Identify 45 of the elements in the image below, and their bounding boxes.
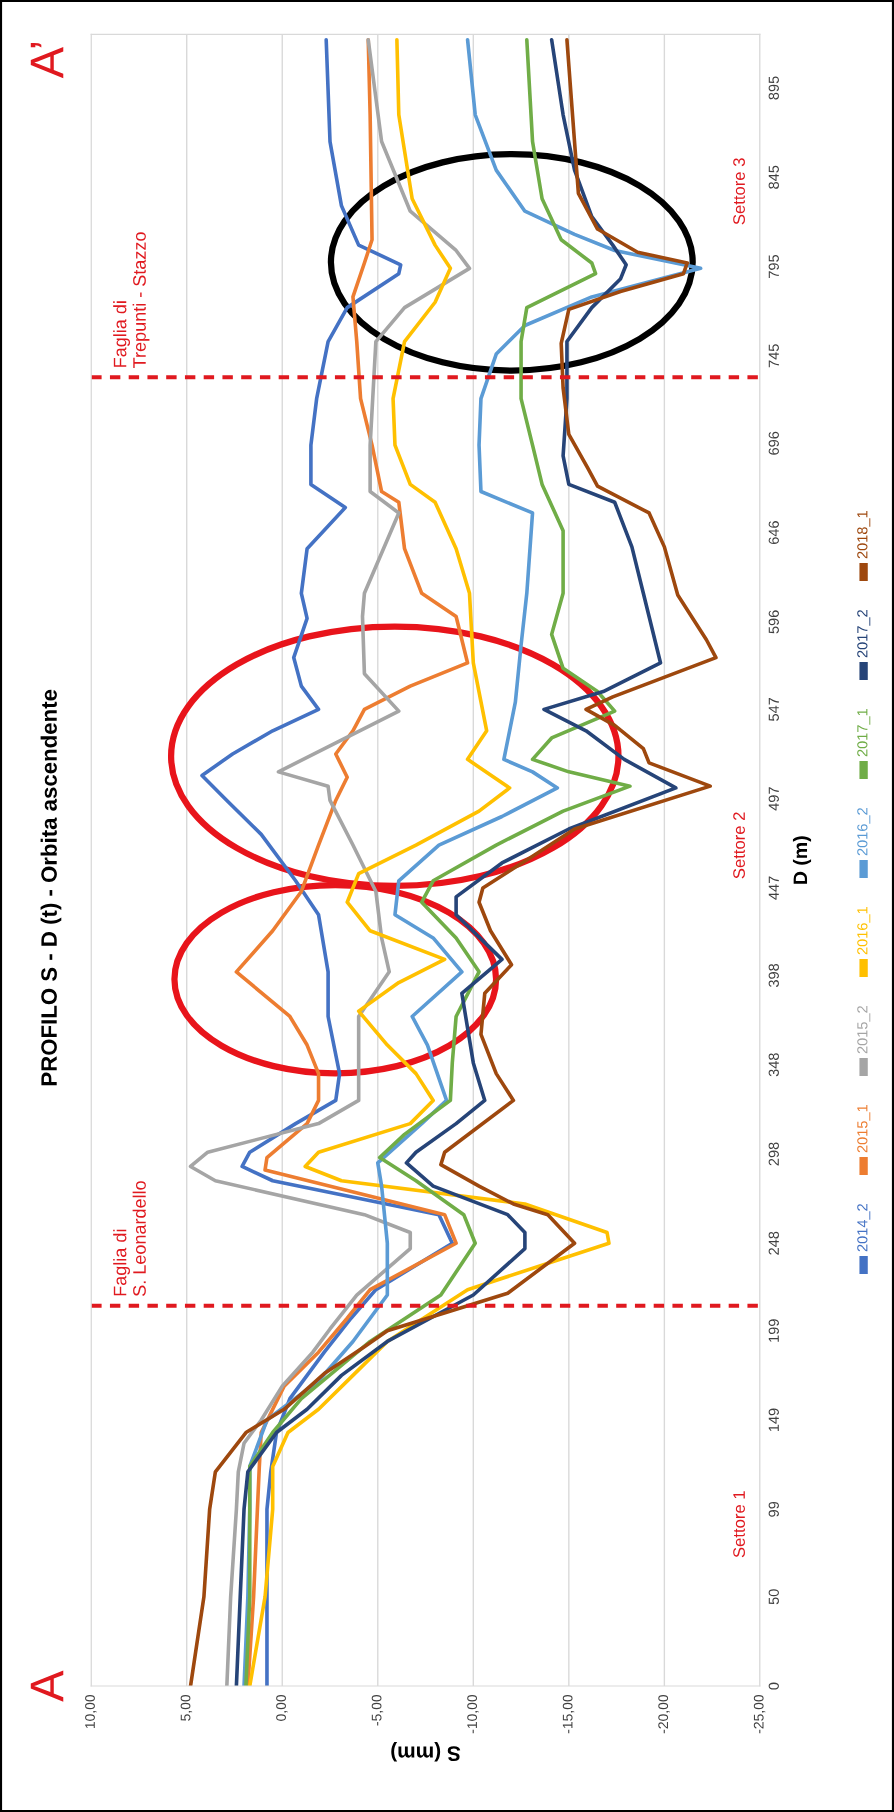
y-tick-label: 745 (768, 344, 779, 368)
y-tick-label: 199 (768, 1319, 779, 1342)
text: 2015_2 (857, 1006, 871, 1054)
annotation: Settore 3 (733, 158, 745, 225)
annotation: Settore 2 (733, 812, 745, 879)
text: 2016_1 (857, 907, 871, 955)
x-tick-label: -5,00 (371, 1694, 384, 1726)
text: 2017_2 (857, 610, 871, 658)
annotation: Settore 1 (733, 1491, 745, 1558)
text: 2016_2 (857, 808, 871, 856)
y-tick-label: 298 (768, 1142, 779, 1166)
y-tick-label: 0 (768, 1682, 779, 1690)
text: 2015_1 (857, 1105, 871, 1153)
y-tick-label: 895 (768, 76, 779, 100)
x-axis-title: S (mm) (391, 1742, 461, 1762)
x-tick-label: 5,00 (180, 1694, 193, 1721)
y-tick-label: 398 (768, 963, 779, 988)
x-tick-label: -20,00 (658, 1694, 670, 1734)
y-tick-label: 497 (768, 787, 779, 811)
y-tick-label: 646 (768, 521, 779, 545)
ref-line-label: Faglia di S. Leonardello (113, 1181, 146, 1296)
text: A’ (30, 42, 64, 79)
y-tick-label: 845 (768, 165, 779, 189)
text: 2017_1 (857, 709, 871, 757)
x-tick-label: 0,00 (276, 1694, 288, 1721)
ref-line-label: Faglia di Trepunti - Stazzo (113, 232, 150, 368)
text: PROFILO S - D (t) - Orbita ascendente (40, 689, 62, 1086)
y-axis-title: D (m) (792, 836, 812, 884)
y-tick-label: 50 (768, 1589, 779, 1605)
x-tick-label: 10,00 (85, 1694, 97, 1729)
y-tick-label: 696 (768, 431, 779, 455)
y-tick-label: 348 (768, 1053, 779, 1077)
x-tick-label: -10,00 (467, 1694, 479, 1734)
y-tick-label: 248 (768, 1231, 779, 1255)
y-tick-label: 149 (768, 1408, 779, 1432)
text: A (30, 1670, 64, 1702)
text: 2014_2 (857, 1204, 871, 1252)
y-tick-label: 795 (768, 254, 779, 278)
y-tick-label: 99 (768, 1501, 779, 1517)
y-tick-label: 447 (768, 876, 779, 900)
y-tick-label: 547 (768, 697, 779, 721)
x-tick-label: -15,00 (562, 1694, 575, 1734)
x-tick-label: -25,00 (753, 1694, 766, 1734)
y-tick-label: 596 (768, 610, 779, 634)
text: 2018_1 (857, 511, 871, 559)
